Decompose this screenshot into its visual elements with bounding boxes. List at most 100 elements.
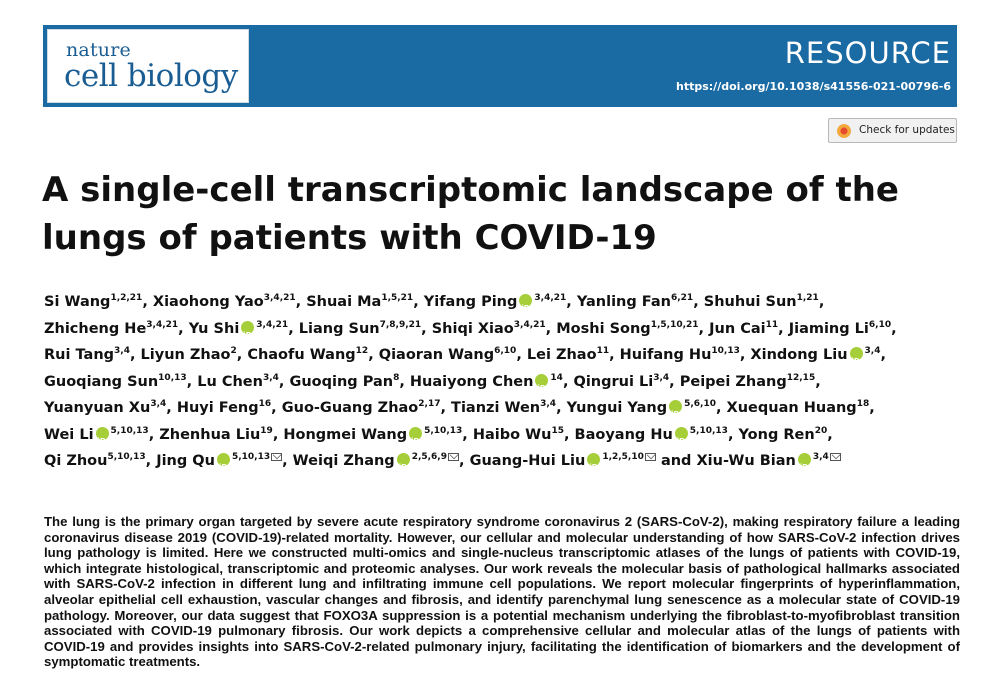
author-affiliation: 8 bbox=[393, 372, 400, 383]
author-name[interactable]: Yungui Yang bbox=[566, 400, 668, 416]
author-name[interactable]: Liyun Zhao bbox=[140, 347, 231, 363]
author-separator: , bbox=[166, 400, 177, 416]
author-affiliation: 1,2,5,10 bbox=[602, 452, 644, 463]
author-name[interactable]: Lu Chen bbox=[197, 373, 263, 390]
author-name[interactable]: Guoqing Pan bbox=[289, 373, 394, 390]
email-icon[interactable] bbox=[271, 453, 283, 461]
author-affiliation: 18 bbox=[856, 399, 870, 410]
author-separator: , bbox=[818, 294, 825, 310]
check-for-updates-button[interactable]: Check for updates bbox=[828, 118, 957, 143]
author-affiliation: 6,10 bbox=[494, 346, 517, 357]
author-name[interactable]: Shiqi Xiao bbox=[431, 320, 514, 337]
author-separator: , bbox=[178, 320, 189, 337]
author-name[interactable]: Wei Li bbox=[44, 426, 94, 443]
email-icon[interactable] bbox=[448, 453, 459, 461]
author-separator: , bbox=[272, 426, 284, 443]
author-affiliation: 1,5,21 bbox=[381, 293, 414, 304]
author-affiliation: 2 bbox=[230, 346, 237, 357]
orcid-icon[interactable] bbox=[409, 426, 423, 454]
author-name[interactable]: Jiaming Li bbox=[788, 320, 869, 337]
author-affiliation: 3,4,21 bbox=[263, 293, 296, 304]
journal-logo[interactable]: nature cell biology bbox=[47, 29, 249, 103]
author-name[interactable]: Zhicheng He bbox=[44, 320, 147, 337]
author-name[interactable]: Huifang Hu bbox=[619, 347, 712, 363]
doi-link[interactable]: https://doi.org/10.1038/s41556-021-00796… bbox=[676, 80, 951, 93]
author-separator: , bbox=[462, 426, 473, 443]
author-name[interactable]: Xiu-Wu Bian bbox=[696, 453, 796, 469]
author-affiliation: 3,4 bbox=[653, 372, 670, 383]
author-list: Si Wang1,2,21, Xiaohong Yao3,4,21, Shuai… bbox=[44, 289, 964, 481]
author-name[interactable]: Huaiyong Chen bbox=[409, 373, 534, 390]
logo-journal-name: cell biology bbox=[64, 58, 238, 94]
author-name[interactable]: Rui Tang bbox=[44, 347, 115, 363]
author-affiliation: 3,4 bbox=[864, 346, 881, 357]
author-name[interactable]: Moshi Song bbox=[556, 320, 651, 337]
author-name[interactable]: Si Wang bbox=[44, 294, 111, 310]
author-name[interactable]: Liang Sun bbox=[298, 320, 380, 337]
author-name[interactable]: Xuequan Huang bbox=[726, 400, 857, 416]
author-affiliation: 11 bbox=[765, 319, 779, 330]
author-affiliation: 2,17 bbox=[418, 399, 441, 410]
author-name[interactable]: Jun Cai bbox=[709, 320, 766, 337]
author-name[interactable]: Yu Shi bbox=[188, 320, 240, 337]
author-name[interactable]: Guang-Hui Liu bbox=[469, 453, 586, 469]
orcid-icon[interactable] bbox=[669, 400, 683, 428]
author-name[interactable]: Xindong Liu bbox=[750, 347, 848, 363]
author-name[interactable]: Qingrui Li bbox=[573, 373, 654, 390]
author-name[interactable]: Yuanyuan Xu bbox=[44, 400, 151, 416]
article-title: A single-cell transcriptomic landscape o… bbox=[42, 166, 922, 262]
orcid-icon[interactable] bbox=[674, 426, 688, 454]
orcid-icon[interactable] bbox=[396, 453, 410, 481]
author-separator: , bbox=[891, 320, 897, 337]
orcid-icon[interactable] bbox=[587, 453, 601, 481]
author-line: Zhicheng He 3,4,21, Yu Shi 3,4,21, Liang S… bbox=[44, 316, 964, 348]
title-line-2: lungs of patients with COVID-19 bbox=[42, 218, 657, 258]
author-name[interactable]: Peipei Zhang bbox=[679, 373, 787, 390]
email-icon[interactable] bbox=[644, 453, 656, 461]
author-name[interactable]: Qiaoran Wang bbox=[378, 347, 495, 363]
author-name[interactable]: Qi Zhou bbox=[44, 453, 108, 469]
author-affiliation: 3,4,21 bbox=[256, 319, 289, 330]
author-name[interactable]: Zhenhua Liu bbox=[159, 426, 261, 443]
author-name[interactable]: Xiaohong Yao bbox=[152, 294, 264, 310]
author-name[interactable]: Huyi Feng bbox=[176, 400, 259, 416]
orcid-icon[interactable] bbox=[216, 453, 230, 481]
author-name[interactable]: Yifang Ping bbox=[423, 294, 518, 310]
email-icon[interactable] bbox=[829, 453, 841, 461]
author-separator: , bbox=[562, 373, 574, 390]
author-name[interactable]: Lei Zhao bbox=[526, 347, 597, 363]
check-for-updates-label: Check for updates bbox=[859, 124, 955, 136]
author-affiliation: 2,5,6,9 bbox=[411, 452, 447, 463]
orcid-icon[interactable] bbox=[797, 453, 811, 481]
author-name[interactable]: Baoyang Hu bbox=[574, 426, 673, 443]
author-separator: , bbox=[715, 400, 727, 416]
author-name[interactable]: Weiqi Zhang bbox=[292, 453, 395, 469]
author-separator: , bbox=[129, 347, 141, 363]
author-name[interactable]: Shuhui Sun bbox=[703, 294, 797, 310]
orcid-icon[interactable] bbox=[519, 294, 533, 322]
orcid-icon[interactable] bbox=[849, 347, 863, 375]
author-separator: , bbox=[869, 400, 875, 416]
author-separator: , bbox=[271, 400, 282, 416]
author-name[interactable]: Hongmei Wang bbox=[283, 426, 408, 443]
author-affiliation: 3,4,21 bbox=[534, 293, 567, 304]
author-name[interactable]: Guoqiang Sun bbox=[44, 373, 159, 390]
author-separator: , bbox=[698, 320, 710, 337]
abstract: The lung is the primary organ targeted b… bbox=[44, 514, 960, 670]
author-name[interactable]: Haibo Wu bbox=[472, 426, 552, 443]
author-name[interactable]: Yanling Fan bbox=[576, 294, 671, 310]
author-name[interactable]: Yong Ren bbox=[738, 426, 815, 443]
author-separator: , bbox=[566, 294, 577, 310]
author-name[interactable]: Tianzi Wen bbox=[451, 400, 541, 416]
author-name[interactable]: Guo-Guang Zhao bbox=[281, 400, 419, 416]
orcid-icon[interactable] bbox=[535, 373, 549, 401]
author-affiliation: 3,4,21 bbox=[513, 319, 546, 330]
author-separator: , bbox=[368, 347, 379, 363]
orcid-icon[interactable] bbox=[241, 320, 255, 348]
author-name[interactable]: Jing Qu bbox=[156, 453, 215, 469]
author-affiliation: 12 bbox=[355, 346, 369, 357]
author-name[interactable]: Shuai Ma bbox=[306, 294, 382, 310]
orcid-icon[interactable] bbox=[95, 426, 109, 454]
author-affiliation: 5,6,10 bbox=[684, 399, 716, 410]
author-name[interactable]: Chaofu Wang bbox=[247, 347, 356, 363]
